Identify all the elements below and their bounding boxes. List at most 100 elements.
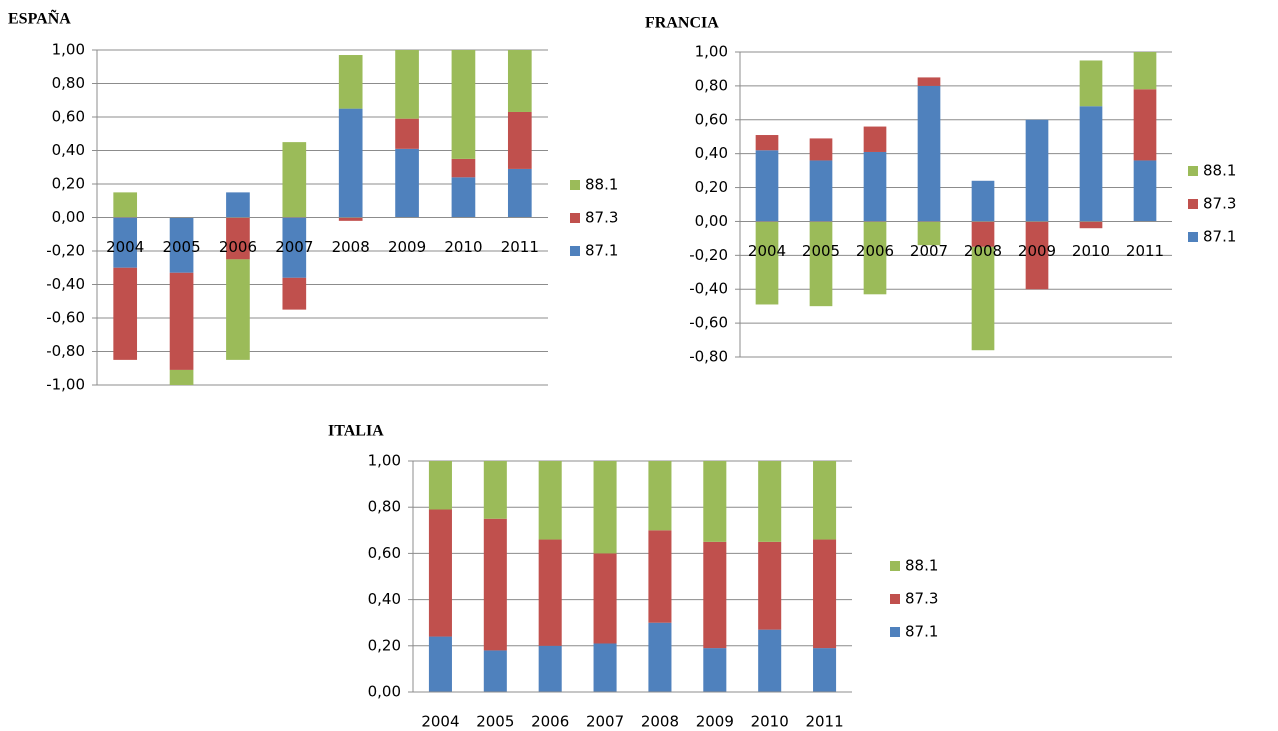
bar-segment — [703, 541, 727, 649]
bar-segment — [648, 530, 672, 623]
y-tick-label: 0,20 — [695, 178, 728, 196]
y-tick-label: 0,20 — [52, 175, 85, 193]
x-tick-label: 2010 — [751, 713, 789, 731]
chart-title: FRANCIA — [645, 15, 719, 32]
legend-label: 87.3 — [1203, 195, 1236, 213]
x-tick-label: 2006 — [856, 242, 894, 260]
bar-segment — [917, 85, 941, 222]
bar-segment — [395, 50, 419, 119]
legend-label: 88.1 — [905, 557, 938, 575]
bar-segment — [338, 217, 363, 221]
legend-swatch — [890, 627, 900, 637]
bar-segment — [538, 461, 562, 540]
y-tick-label: 0,80 — [695, 76, 728, 94]
x-tick-label: 2007 — [275, 238, 313, 256]
legend-label: 87.1 — [1203, 228, 1236, 246]
bar-segment — [809, 138, 833, 161]
y-tick-label: 1,00 — [695, 43, 728, 61]
x-tick-label: 2005 — [802, 242, 840, 260]
bar-segment — [758, 629, 782, 692]
bar-segment — [758, 541, 782, 630]
bar-segment — [809, 160, 833, 222]
x-tick-label: 2004 — [106, 238, 144, 256]
bar-segment — [593, 553, 617, 644]
bar-segment — [169, 369, 194, 385]
legend-swatch — [1188, 232, 1198, 242]
bar-segment — [758, 461, 782, 542]
bar-segment — [813, 461, 837, 540]
chart-title: ITALIA — [328, 423, 384, 440]
y-tick-label: -0,60 — [689, 314, 728, 332]
bar-segment — [507, 50, 532, 112]
bar-segment — [703, 648, 727, 692]
y-tick-label: 0,60 — [52, 108, 85, 126]
bar-segment — [755, 135, 779, 151]
bar-segment — [971, 221, 995, 247]
bar-segment — [282, 217, 307, 278]
bar-segment — [593, 643, 617, 692]
y-tick-label: -0,80 — [689, 348, 728, 366]
y-tick-label: -0,40 — [46, 275, 85, 293]
bar-segment — [428, 509, 452, 637]
bar-segment — [648, 461, 672, 531]
bar-segment — [917, 221, 941, 246]
y-tick-label: 1,00 — [368, 452, 401, 470]
bar-segment — [282, 277, 307, 310]
x-tick-label: 2004 — [748, 242, 786, 260]
bar-segment — [538, 645, 562, 692]
bar-segment — [113, 192, 138, 218]
bar-segment — [1025, 119, 1049, 222]
bar-segment — [507, 111, 532, 169]
y-tick-label: 0,80 — [52, 74, 85, 92]
legend-swatch — [1188, 166, 1198, 176]
bar-segment — [538, 539, 562, 646]
x-tick-label: 2009 — [388, 238, 426, 256]
bar-segment — [338, 55, 363, 109]
legend-swatch — [570, 246, 580, 256]
legend-swatch — [570, 180, 580, 190]
bar-segment — [483, 650, 507, 692]
legend-label: 87.1 — [905, 623, 938, 641]
bar-segment — [703, 461, 727, 542]
legend-label: 87.3 — [905, 590, 938, 608]
x-tick-label: 2011 — [1126, 242, 1164, 260]
x-tick-label: 2009 — [696, 713, 734, 731]
x-tick-label: 2011 — [805, 713, 843, 731]
legend-label: 87.3 — [585, 209, 618, 227]
legend-label: 88.1 — [1203, 162, 1236, 180]
bar-segment — [282, 142, 307, 218]
legend-label: 87.1 — [585, 242, 618, 260]
bar-segment — [1133, 52, 1157, 90]
y-tick-label: -0,40 — [689, 280, 728, 298]
bar-segment — [113, 267, 138, 360]
bar-segment — [1079, 221, 1103, 229]
bar-segment — [863, 126, 887, 152]
bar-segment — [395, 148, 419, 218]
bar-segment — [226, 192, 250, 218]
bar-segment — [338, 108, 363, 218]
legend-swatch — [570, 213, 580, 223]
y-tick-label: 0,00 — [52, 208, 85, 226]
x-tick-label: 2010 — [1072, 242, 1110, 260]
y-tick-label: -1,00 — [46, 376, 85, 394]
bar-segment — [169, 272, 194, 370]
bar-segment — [971, 246, 995, 351]
y-tick-label: -0,20 — [689, 246, 728, 264]
bar-segment — [1079, 60, 1103, 107]
y-tick-label: -0,60 — [46, 309, 85, 327]
bar-segment — [755, 221, 779, 305]
bar-segment — [593, 461, 617, 554]
bar-segment — [813, 648, 837, 692]
x-tick-label: 2008 — [332, 238, 370, 256]
x-tick-label: 2004 — [421, 713, 459, 731]
bar-segment — [451, 177, 476, 218]
bar-segment — [395, 118, 419, 149]
bar-segment — [226, 259, 250, 360]
bar-segment — [1133, 160, 1157, 222]
bar-segment — [1025, 221, 1049, 290]
chart-title: ESPAÑA — [8, 9, 71, 28]
bar-segment — [483, 518, 507, 651]
legend-label: 88.1 — [585, 176, 618, 194]
x-tick-label: 2007 — [586, 713, 624, 731]
x-tick-label: 2006 — [219, 238, 257, 256]
